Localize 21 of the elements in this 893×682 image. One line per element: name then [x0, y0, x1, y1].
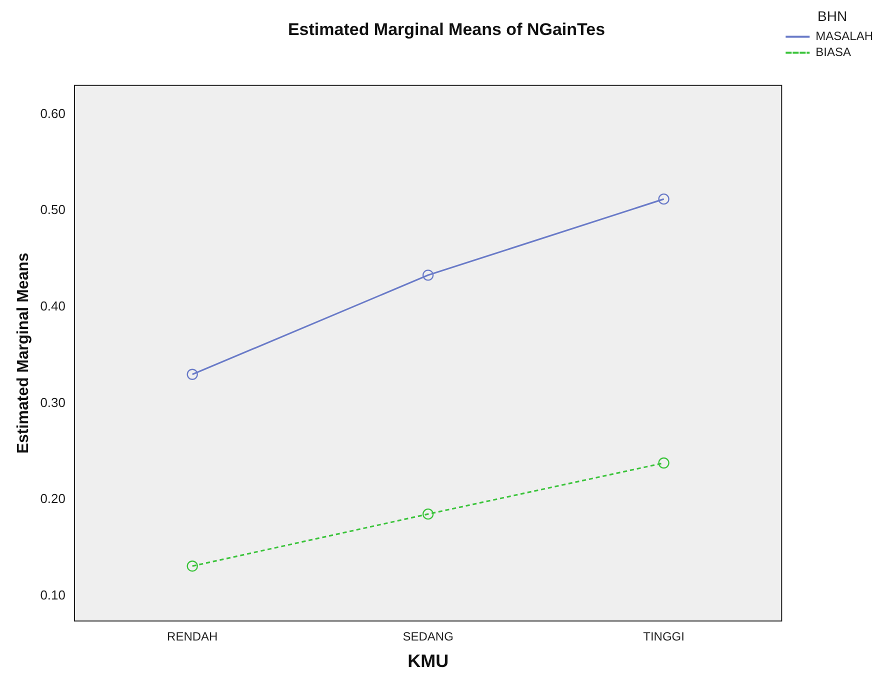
- legend-title: BHN: [818, 8, 848, 24]
- point: [422, 508, 434, 520]
- chart-title: Estimated Marginal Means of NGainTes: [288, 20, 606, 39]
- x-tick-label: TINGGI: [643, 630, 684, 644]
- legend-label: MASALAH: [816, 29, 874, 44]
- x-tick-label: RENDAH: [167, 630, 218, 644]
- x-axis-title: KMU: [408, 651, 449, 672]
- y-tick-label: 0.60: [40, 106, 66, 121]
- x-tick-label: SEDANG: [402, 630, 454, 644]
- y-tick-label: 0.50: [40, 202, 66, 218]
- y-tick-label: 0.10: [40, 588, 66, 603]
- point: [422, 270, 434, 281]
- point: [186, 560, 198, 572]
- y-tick-label: 0.40: [40, 298, 66, 314]
- point: [658, 193, 670, 205]
- legend-label: BIASA: [816, 45, 852, 60]
- point: [658, 457, 670, 469]
- y-axis-title: Estimated Marginal Means: [15, 252, 32, 454]
- y-tick-label: 0.20: [40, 491, 66, 506]
- y-tick-label: 0.30: [40, 394, 66, 410]
- point: [186, 368, 198, 380]
